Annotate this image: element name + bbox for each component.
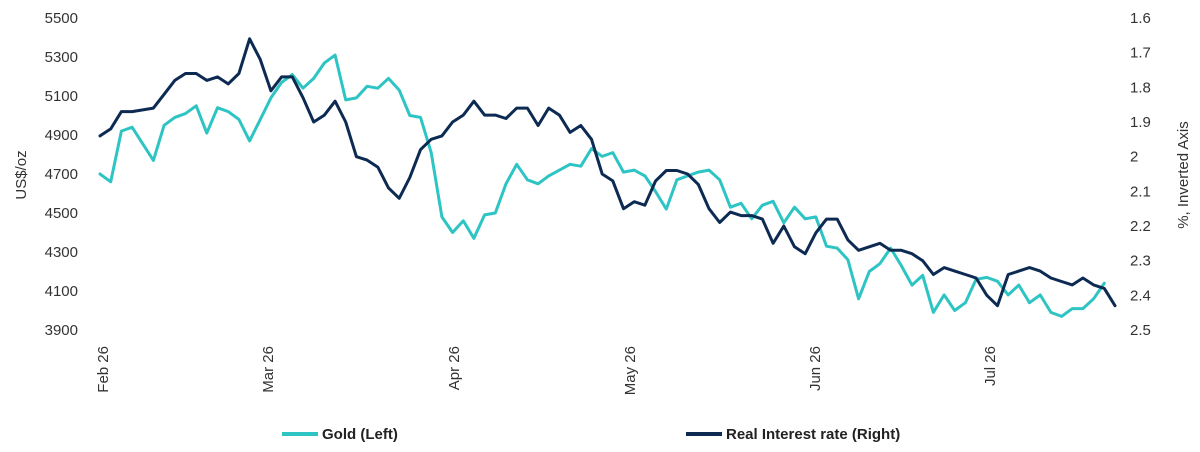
left-tick-label: 5500: [45, 10, 78, 27]
x-tick-label: May 26: [622, 346, 639, 395]
x-tick-label: Apr 26: [446, 346, 463, 390]
left-tick-label: 3900: [45, 322, 78, 339]
right-tick-label: 2.4: [1130, 287, 1151, 304]
right-tick-label: 1.9: [1130, 114, 1151, 131]
right-axis-title: %, Inverted Axis: [1175, 121, 1192, 229]
left-tick-label: 4300: [45, 244, 78, 261]
right-tick-label: 1.6: [1130, 10, 1151, 27]
left-tick-label: 4900: [45, 127, 78, 144]
right-tick-label: 2.2: [1130, 218, 1151, 235]
real-rate-series-line: [98, 37, 1117, 308]
legend-label-rate: Real Interest rate (Right): [726, 426, 900, 443]
right-tick-label: 2.1: [1130, 183, 1151, 200]
legend: Gold (Left) Real Interest rate (Right): [282, 426, 900, 443]
right-tick-label: 2.3: [1130, 253, 1151, 270]
legend-label-gold: Gold (Left): [322, 426, 398, 443]
left-tick-label: 5300: [45, 49, 78, 66]
left-axis-ticks: 5500 5300 5100 4900 4700 4500 4300 4100 3900: [45, 10, 78, 339]
x-axis-ticks: Feb 26 Mar 26 Apr 26 May 26 Jun 26 Jul 26: [95, 346, 999, 395]
left-tick-label: 4100: [45, 283, 78, 300]
right-tick-label: 1.8: [1130, 79, 1151, 96]
series-group: [98, 37, 1117, 318]
x-tick-label: Jul 26: [982, 346, 999, 386]
right-tick-label: 2: [1130, 149, 1138, 166]
right-tick-label: 1.7: [1130, 45, 1151, 62]
gold-series-line: [98, 53, 1106, 318]
right-tick-label: 2.5: [1130, 322, 1151, 339]
left-tick-label: 4500: [45, 205, 78, 222]
left-tick-label: 4700: [45, 166, 78, 183]
right-axis-ticks: 1.6 1.7 1.8 1.9 2 2.1 2.2 2.3 2.4 2.5: [1130, 10, 1151, 339]
x-tick-label: Jun 26: [807, 346, 824, 391]
left-axis-title: US$/oz: [13, 150, 30, 199]
x-tick-label: Feb 26: [95, 346, 112, 393]
x-tick-label: Mar 26: [260, 346, 277, 393]
left-tick-label: 5100: [45, 88, 78, 105]
